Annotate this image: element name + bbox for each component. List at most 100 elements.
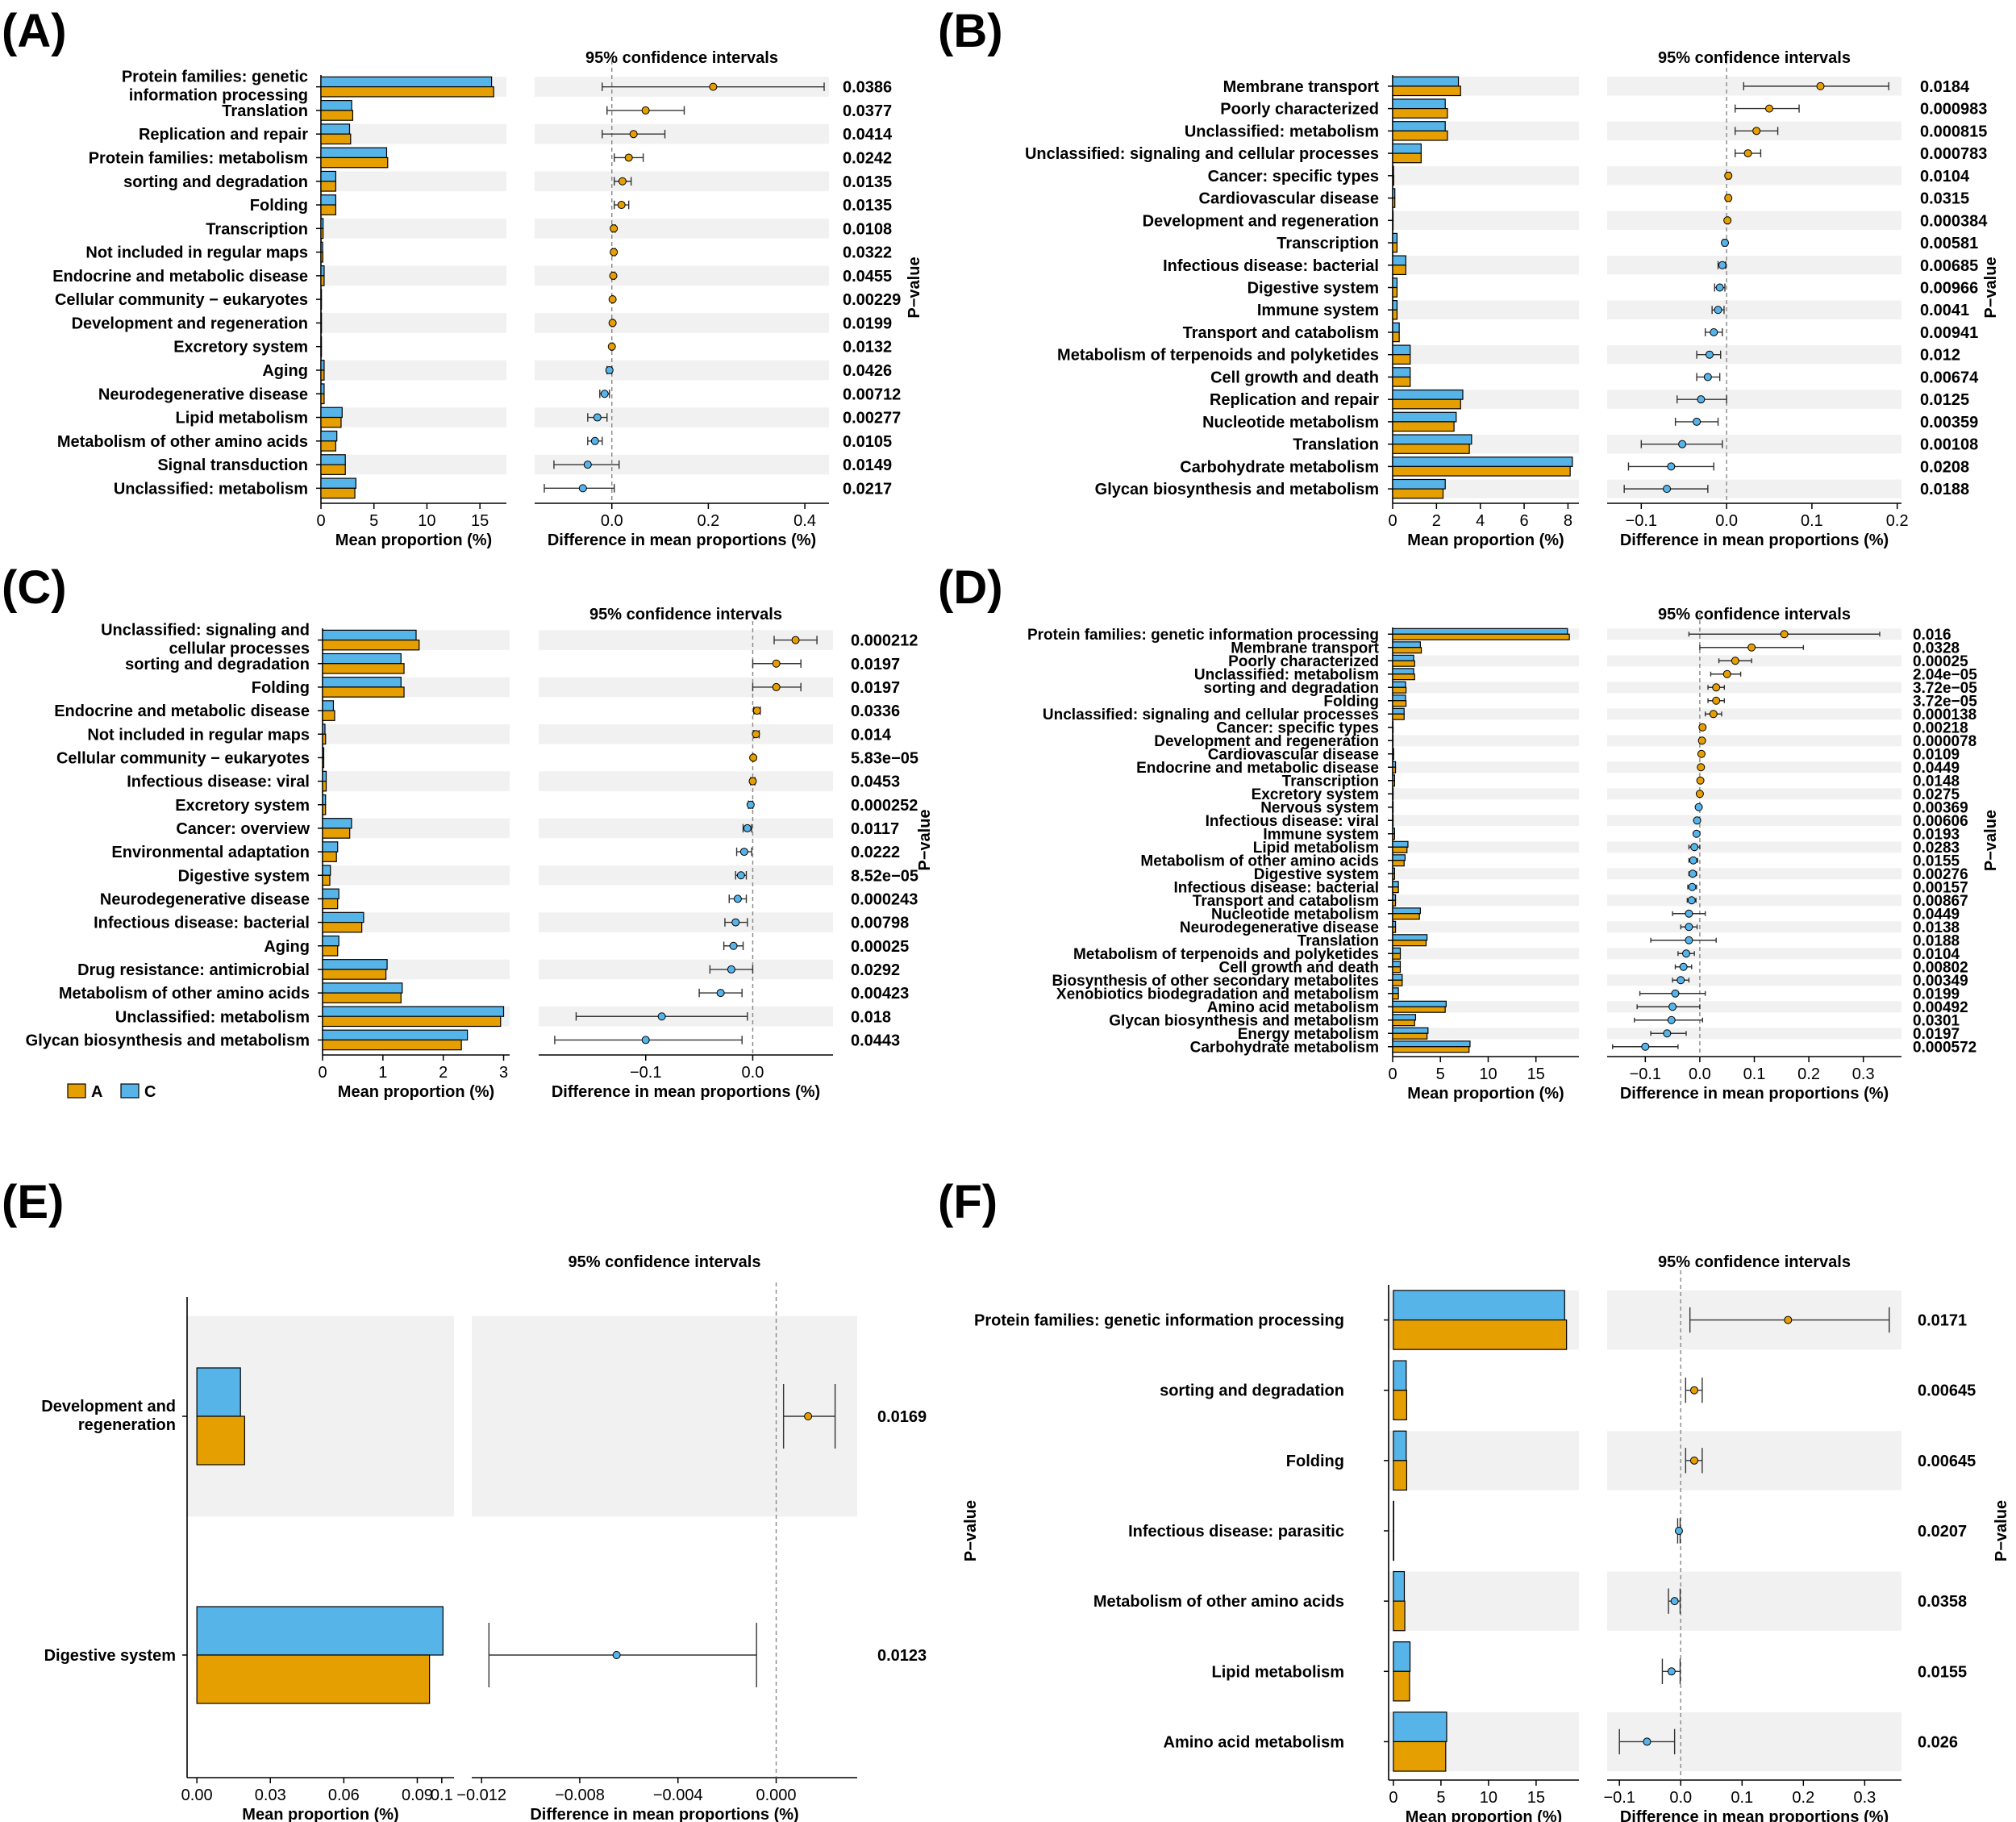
bar-a [1393, 1319, 1568, 1350]
bar-a [320, 133, 352, 145]
category-label: Glycan biosynthesis and metabolism [26, 1032, 310, 1049]
legend-swatch-a [67, 1083, 86, 1099]
panel-letter: (B) [938, 5, 1003, 57]
bar-a [1392, 780, 1395, 787]
diff-point [736, 871, 745, 880]
bar-c [1392, 457, 1573, 467]
p-value: 0.0188 [1913, 932, 1960, 949]
row-stripe-right [1607, 1431, 1901, 1491]
category-label: Immune system [1263, 826, 1379, 843]
bar-a [320, 251, 323, 263]
bar-c [322, 677, 402, 688]
p-value: 0.0377 [843, 102, 892, 120]
p-value: 0.0414 [843, 126, 893, 144]
diff-point [1784, 1315, 1793, 1324]
left-x-axis-label: Mean proportion (%) [1407, 532, 1564, 549]
row-stripe-right [1607, 479, 1901, 498]
bar-a [1392, 376, 1411, 387]
row-stripe-right [1607, 921, 1901, 933]
p-value: 0.000815 [1920, 123, 1987, 140]
x-tick-label: 0.03 [255, 1787, 286, 1804]
category-label: Transcription [1282, 773, 1379, 790]
ci-title: 95% confidence intervals [585, 49, 778, 67]
bar-c [320, 360, 325, 371]
p-value: 0.012 [1920, 347, 1960, 365]
p-value: 0.0135 [843, 197, 892, 215]
bar-c [320, 147, 388, 159]
p-value: 0.0188 [1920, 481, 1969, 498]
bar-c [1392, 1040, 1471, 1048]
row-stripe-right [1607, 1571, 1901, 1631]
category-label: Folding [252, 679, 310, 697]
ci-title: 95% confidence intervals [589, 606, 782, 623]
panel-letter: (F) [938, 1176, 998, 1228]
p-value: 0.00108 [1920, 436, 1978, 454]
row-stripe-right [1607, 1028, 1901, 1040]
x-tick-label: 10 [418, 512, 435, 530]
p-value: 0.00025 [1913, 653, 1968, 670]
diff-point [1667, 462, 1676, 471]
row-stripe-right [1607, 211, 1901, 230]
bar-a [1392, 979, 1403, 986]
category-label: Development and regeneration [1154, 733, 1379, 750]
row-stripe-right [1607, 974, 1901, 986]
diff-point [610, 224, 619, 233]
category-label: Aging [262, 362, 308, 380]
row-stripe-left [1393, 894, 1579, 907]
bar-c [322, 888, 339, 900]
category-label: Lipid metabolism [1253, 840, 1379, 857]
bar-a [196, 1654, 431, 1704]
bar-a [320, 346, 323, 357]
diff-point [1667, 1667, 1676, 1676]
bar-c [1393, 1641, 1411, 1672]
p-value-axis-title: P−value [1993, 1500, 2010, 1561]
p-value: 0.0155 [1918, 1663, 1967, 1681]
category-label: Endocrine and metabolic disease [1136, 760, 1379, 777]
p-value: 0.0443 [851, 1032, 900, 1049]
x-tick-label: 0.4 [793, 512, 816, 530]
x-tick-label: −0.1 [1603, 1789, 1635, 1807]
bar-a [320, 416, 342, 428]
bar-a [322, 686, 405, 698]
row-stripe-right [1607, 894, 1901, 907]
category-label: Digestive system [1254, 866, 1379, 883]
diff-point [1679, 962, 1688, 971]
bar-a [322, 663, 405, 674]
p-value: 0.0132 [843, 339, 892, 356]
x-tick-label: 2 [1432, 512, 1441, 530]
x-tick-label: 5 [1436, 1789, 1445, 1807]
x-tick-label: 0.0 [1669, 1789, 1692, 1807]
p-value: 0.00423 [851, 985, 909, 1003]
bar-a [320, 156, 389, 169]
diff-point [746, 800, 755, 809]
p-value: 0.000983 [1920, 101, 1987, 119]
row-stripe-right [539, 818, 833, 839]
category-label: Infectious disease: bacterial [1163, 257, 1379, 275]
p-value: 0.00966 [1920, 280, 1978, 298]
category-label: sorting and degradation [125, 656, 310, 673]
right-x-axis-label: Difference in mean proportions (%) [1620, 532, 1889, 549]
diff-point [1689, 1386, 1698, 1395]
p-value: 3.72e−05 [1913, 680, 1977, 697]
diff-point [749, 753, 758, 762]
legend-swatch-c [120, 1083, 140, 1099]
diff-point [617, 201, 626, 210]
x-tick-label: 2 [439, 1064, 448, 1082]
category-label: Membrane transport [1231, 640, 1379, 657]
category-label: Translation [1293, 436, 1379, 454]
diff-point [629, 130, 638, 139]
category-label: Infectious disease: parasitic [1128, 1523, 1344, 1541]
category-label: Cell growth and death [1219, 959, 1379, 976]
row-stripe-right [1607, 655, 1901, 667]
diff-point [743, 823, 752, 832]
diff-point [1765, 104, 1774, 113]
category-label: Digestive system [1248, 280, 1379, 298]
left-x-axis-label: Mean proportion (%) [1407, 1085, 1564, 1103]
row-stripe-left [1393, 735, 1579, 747]
category-label: Digestive system [178, 867, 310, 885]
category-label: Translation [222, 102, 308, 120]
bar-a [320, 298, 323, 311]
bar-a [320, 440, 336, 452]
